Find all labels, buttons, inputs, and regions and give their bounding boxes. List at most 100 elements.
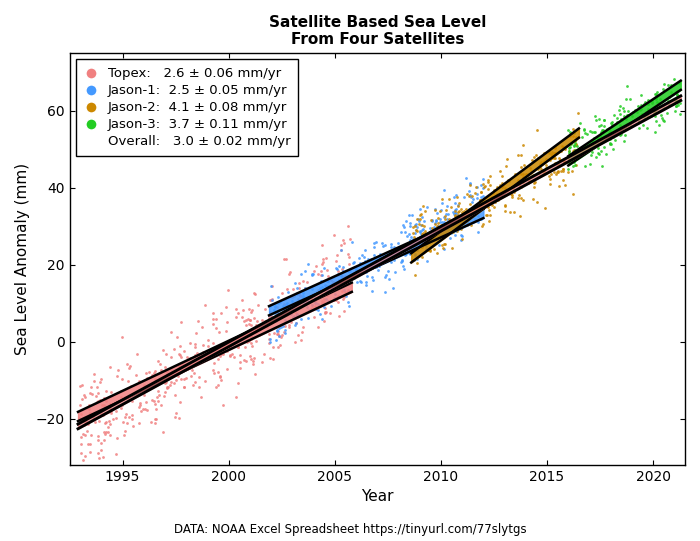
Point <box>416 221 427 230</box>
Point <box>563 126 574 135</box>
Point <box>321 291 332 300</box>
Point <box>342 298 354 307</box>
Point <box>149 419 160 427</box>
Point <box>603 128 615 137</box>
Point <box>617 103 629 112</box>
Point <box>139 405 150 414</box>
Point <box>193 373 204 381</box>
Point <box>559 157 570 166</box>
Point <box>407 242 419 251</box>
Point <box>483 202 494 211</box>
Point <box>281 304 293 312</box>
Point <box>336 292 347 300</box>
Point <box>439 245 450 253</box>
Point <box>406 233 417 241</box>
Point <box>188 380 199 389</box>
Point <box>464 190 475 199</box>
Point <box>410 243 421 252</box>
Point <box>365 254 377 263</box>
Point <box>370 262 382 271</box>
Point <box>197 355 209 364</box>
Point <box>190 351 201 359</box>
Point <box>471 194 482 202</box>
Point <box>419 222 430 231</box>
Point <box>120 412 131 421</box>
Point <box>544 156 555 164</box>
Point <box>547 150 558 159</box>
Point <box>279 306 290 315</box>
Point <box>316 282 328 291</box>
Point <box>311 299 322 308</box>
Point <box>246 342 258 351</box>
Point <box>93 436 104 445</box>
Point <box>314 284 326 293</box>
Point <box>578 126 589 134</box>
Point <box>530 150 541 159</box>
Point <box>538 167 550 176</box>
Point <box>124 362 135 371</box>
Point <box>643 100 654 108</box>
Point <box>374 255 386 264</box>
Point <box>218 344 229 353</box>
Point <box>472 218 483 227</box>
Point <box>440 206 452 215</box>
Point <box>503 177 514 186</box>
Point <box>260 305 271 313</box>
Point <box>374 249 386 258</box>
Point <box>514 212 526 220</box>
Point <box>598 116 609 124</box>
Point <box>634 118 645 127</box>
Point <box>145 418 156 427</box>
Point <box>340 288 351 296</box>
Point <box>484 181 496 190</box>
Point <box>500 202 511 210</box>
Point <box>545 174 556 183</box>
Point <box>316 267 327 276</box>
Point <box>471 206 482 214</box>
Point <box>278 307 289 315</box>
Point <box>449 210 460 219</box>
Point <box>470 203 482 212</box>
Point <box>503 175 514 184</box>
Point <box>138 381 149 390</box>
Point <box>568 145 580 154</box>
Point <box>170 391 181 399</box>
Point <box>431 209 442 217</box>
Point <box>643 100 654 109</box>
Point <box>570 140 582 149</box>
Point <box>531 126 542 135</box>
Point <box>321 277 332 286</box>
Point <box>246 354 257 363</box>
Point <box>300 283 311 292</box>
Point <box>595 132 606 141</box>
Point <box>281 254 292 263</box>
Point <box>590 116 601 124</box>
Point <box>281 299 292 308</box>
Point <box>179 362 190 371</box>
Point <box>173 372 184 381</box>
Point <box>333 293 344 302</box>
Point <box>335 272 346 280</box>
Point <box>473 205 484 214</box>
Point <box>440 209 452 218</box>
Point <box>178 382 190 391</box>
Point <box>316 297 328 306</box>
Point <box>405 249 416 258</box>
Point <box>253 320 265 329</box>
Point <box>452 213 463 221</box>
Point <box>576 146 587 155</box>
Point <box>433 213 444 222</box>
Point <box>481 210 492 219</box>
Point <box>111 407 122 416</box>
Point <box>590 111 601 120</box>
Point <box>247 357 258 366</box>
Point <box>545 180 556 188</box>
Point <box>106 388 117 397</box>
Point <box>626 112 638 121</box>
Point <box>253 300 264 309</box>
Point <box>232 379 244 388</box>
Point <box>127 411 138 420</box>
Point <box>673 100 684 109</box>
Point <box>211 349 223 358</box>
Point <box>574 144 585 153</box>
